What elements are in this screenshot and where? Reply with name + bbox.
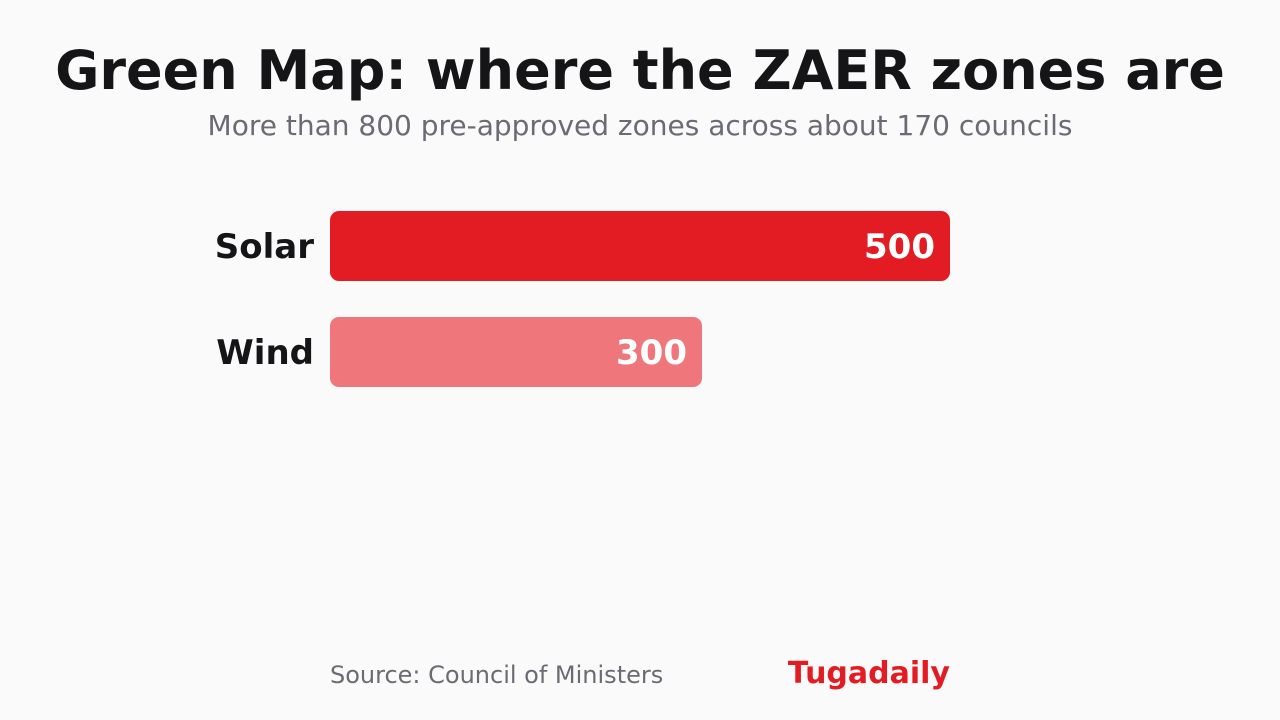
category-label-wind: Wind <box>216 333 314 373</box>
value-label-solar: 500 <box>864 227 935 267</box>
category-label-solar: Solar <box>215 227 314 267</box>
bar-solar <box>330 211 950 281</box>
chart-subtitle: More than 800 pre-approved zones across … <box>207 109 1073 142</box>
brand-logo: Tugadaily <box>787 656 950 691</box>
chart-title: Green Map: where the ZAER zones are <box>55 39 1225 102</box>
bar-wind <box>330 317 702 387</box>
source-note: Source: Council of Ministers <box>330 661 664 689</box>
value-label-wind: 300 <box>616 333 687 373</box>
